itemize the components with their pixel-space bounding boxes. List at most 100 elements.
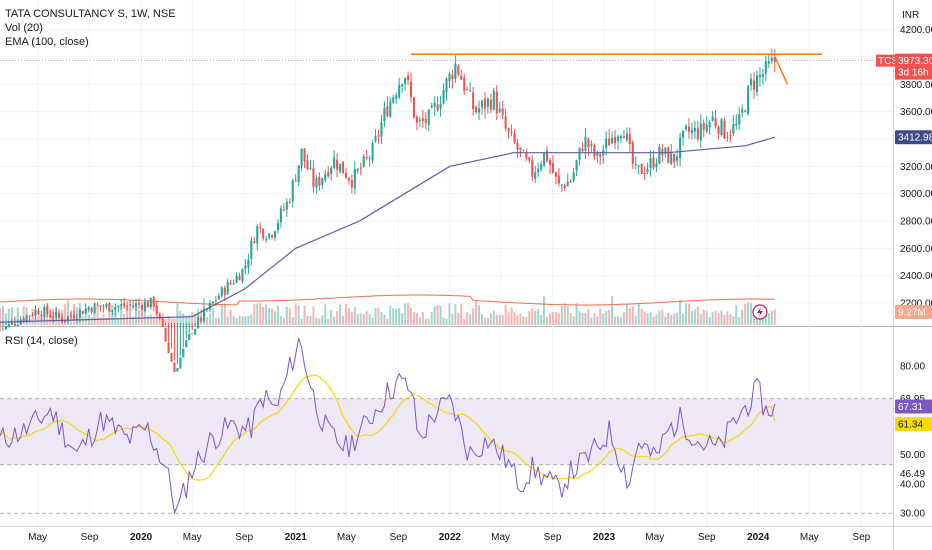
candle-body <box>383 107 386 122</box>
candle-body <box>126 305 129 307</box>
candle-body <box>318 176 321 186</box>
candle-body <box>279 208 282 223</box>
volume-bar <box>268 307 271 325</box>
candle-body <box>699 123 702 141</box>
volume-bar <box>152 316 155 325</box>
rsi-tick-label: 80.00 <box>900 362 925 373</box>
volume-bar <box>640 308 643 325</box>
candle-body <box>226 282 229 295</box>
candle-body <box>214 300 217 302</box>
volume-bar <box>188 315 191 325</box>
candle-body <box>430 105 433 108</box>
candle-body <box>152 297 155 307</box>
lightning-icon[interactable] <box>752 304 768 320</box>
ema-legend[interactable]: EMA (100, close) <box>5 36 89 48</box>
candle-body <box>368 158 371 160</box>
candle-body <box>90 307 93 313</box>
volume-bar <box>551 311 554 325</box>
volume-bar <box>259 303 262 325</box>
candle-body <box>646 169 649 173</box>
volume-bar <box>16 307 19 325</box>
candle-body <box>84 308 87 314</box>
candle-body <box>259 227 262 229</box>
volume-bar <box>492 310 495 325</box>
volume-bar <box>738 317 741 325</box>
candle-body <box>114 306 117 311</box>
candle-body <box>362 156 365 167</box>
lightning-icon-bolt <box>757 307 763 317</box>
volume-bar <box>7 308 10 325</box>
candle-body <box>102 306 105 308</box>
volume-bar <box>427 318 430 325</box>
time-tick-label: Sep <box>698 532 716 543</box>
candle-body <box>460 75 463 80</box>
volume-bar <box>622 312 625 325</box>
volume-bar <box>469 314 472 325</box>
candle-body <box>182 348 185 358</box>
volume-bar <box>643 311 646 325</box>
candle-body <box>540 163 543 170</box>
volume-bar <box>250 314 253 325</box>
volume-bar <box>134 304 138 325</box>
volume-bar <box>321 315 324 325</box>
volume-bar <box>569 313 572 325</box>
volume-bar <box>596 316 599 325</box>
candle-body <box>531 160 534 177</box>
volume-bar <box>339 304 342 325</box>
price-tick-label: 3200.00 <box>900 162 932 173</box>
volume-bar <box>705 311 708 325</box>
volume-bar <box>244 316 247 325</box>
volume-bar <box>146 315 149 325</box>
volume-bar <box>463 318 466 325</box>
rsi-lower-band-label: 46.49 <box>900 469 925 480</box>
volume-bar <box>176 303 179 325</box>
candle-body <box>614 137 617 144</box>
rsi-line <box>0 338 776 515</box>
candle-body <box>489 99 492 110</box>
volume-bar <box>528 311 531 325</box>
candle-body <box>377 135 380 137</box>
volume-bar <box>294 303 297 325</box>
countdown-text: 3d 16h <box>898 68 929 79</box>
price-tick-label: 3000.00 <box>900 189 932 200</box>
rsi-legend[interactable]: RSI (14, close) <box>5 335 78 347</box>
volume-bar <box>211 307 214 325</box>
volume-bar <box>398 308 401 325</box>
candle-body <box>682 130 685 138</box>
candle-body <box>472 92 475 110</box>
chart-title[interactable]: TATA CONSULTANCY S, 1W, NSE <box>5 8 176 20</box>
candle-body <box>684 125 688 130</box>
candle-body <box>693 127 696 132</box>
volume-bar <box>4 313 7 325</box>
volume-bar <box>350 311 353 325</box>
volume-bar <box>164 318 167 325</box>
volume-ma-line <box>0 294 775 306</box>
candle-body <box>445 78 448 93</box>
volume-bar <box>744 303 747 325</box>
volume-bar <box>170 318 173 325</box>
volume-bar <box>717 313 720 325</box>
volume-bar <box>673 313 676 325</box>
candle-body <box>43 307 46 318</box>
candle-body <box>548 160 552 166</box>
rsi-ma-value-tag-bg <box>895 417 932 432</box>
volume-bar <box>371 317 374 325</box>
volume-bar <box>684 303 688 325</box>
candle-body <box>380 122 383 137</box>
candle-body <box>717 126 720 135</box>
volume-bar <box>581 312 584 325</box>
volume-bar <box>247 315 250 325</box>
volume-bar <box>525 317 528 325</box>
candle-body <box>407 75 410 81</box>
volume-legend[interactable]: Vol (20) <box>5 22 43 34</box>
volume-bar <box>173 318 176 325</box>
candle-body <box>690 129 693 134</box>
candle-body <box>1 329 4 331</box>
volume-bar <box>404 303 407 325</box>
volume-bar <box>554 311 557 325</box>
volume-bar <box>489 313 492 325</box>
candle-body <box>611 137 614 144</box>
time-tick-label: May <box>800 532 819 543</box>
